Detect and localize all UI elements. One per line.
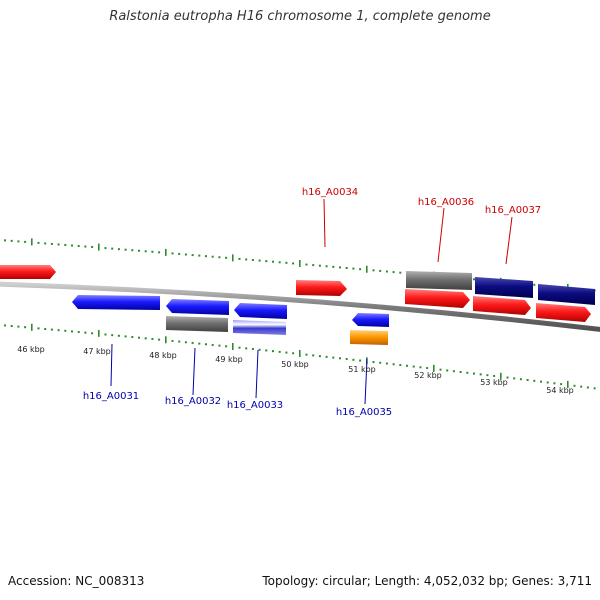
- gene-box-navy-right[interactable]: [538, 284, 595, 305]
- feature-box-striped[interactable]: [233, 320, 286, 335]
- kbp-label: 50 kbp: [281, 360, 309, 369]
- gene-box-h16-a0036[interactable]: [406, 271, 472, 290]
- gene-box-h16-a0037[interactable]: [475, 277, 533, 298]
- kbp-label: 49 kbp: [215, 355, 243, 364]
- kbp-label: 47 kbp: [83, 347, 111, 356]
- gene-arrow-red-2[interactable]: [473, 296, 531, 315]
- map-title: Ralstonia eutropha H16 chromosome 1, com…: [109, 9, 491, 24]
- feature-box-gray-1[interactable]: [166, 316, 228, 332]
- gene-label-h16-a0031[interactable]: h16_A0031: [83, 391, 139, 402]
- gene-arrow-h16-a0032[interactable]: [166, 299, 229, 315]
- gene-arrow-h16-a0034[interactable]: [296, 280, 347, 296]
- gene-labels-bottom: h16_A0031 h16_A0032 h16_A0033 h16_A0035: [83, 391, 392, 418]
- gene-arrow-h16-a0035[interactable]: [352, 313, 389, 327]
- gene-label-h16-a0034[interactable]: h16_A0034: [302, 187, 358, 198]
- gene-label-h16-a0036[interactable]: h16_A0036: [418, 197, 474, 208]
- kbp-labels: 46 kbp 47 kbp 48 kbp 49 kbp 50 kbp 51 kb…: [17, 345, 574, 395]
- kbp-label: 54 kbp: [546, 386, 574, 395]
- kbp-label: 52 kbp: [414, 371, 442, 380]
- feature-box-orange[interactable]: [350, 330, 388, 345]
- kbp-label: 46 kbp: [17, 345, 45, 354]
- gene-label-h16-a0032[interactable]: h16_A0032: [165, 396, 221, 407]
- gene-label-h16-a0035[interactable]: h16_A0035: [336, 407, 392, 418]
- gene-arrow-red-3[interactable]: [536, 303, 591, 322]
- kbp-label: 53 kbp: [480, 378, 508, 387]
- accession-text: Accession: NC_008313: [8, 574, 145, 588]
- gene-arrow-red-1[interactable]: [405, 289, 470, 308]
- chromosome-backbone: [0, 281, 600, 332]
- features: [0, 265, 595, 345]
- gene-labels-top: h16_A0034 h16_A0036 h16_A0037: [302, 187, 541, 216]
- gene-arrow-h16-a0033[interactable]: [234, 303, 287, 319]
- kbp-label: 48 kbp: [149, 351, 177, 360]
- gene-label-h16-a0037[interactable]: h16_A0037: [485, 205, 541, 216]
- label-lines: [110, 198, 513, 405]
- gene-arrow-left-red[interactable]: [0, 265, 56, 279]
- gene-arrow-h16-a0031[interactable]: [72, 295, 160, 310]
- gene-label-h16-a0033[interactable]: h16_A0033: [227, 400, 283, 411]
- kbp-label: 51 kbp: [348, 365, 376, 374]
- topology-text: Topology: circular; Length: 4,052,032 bp…: [262, 574, 592, 588]
